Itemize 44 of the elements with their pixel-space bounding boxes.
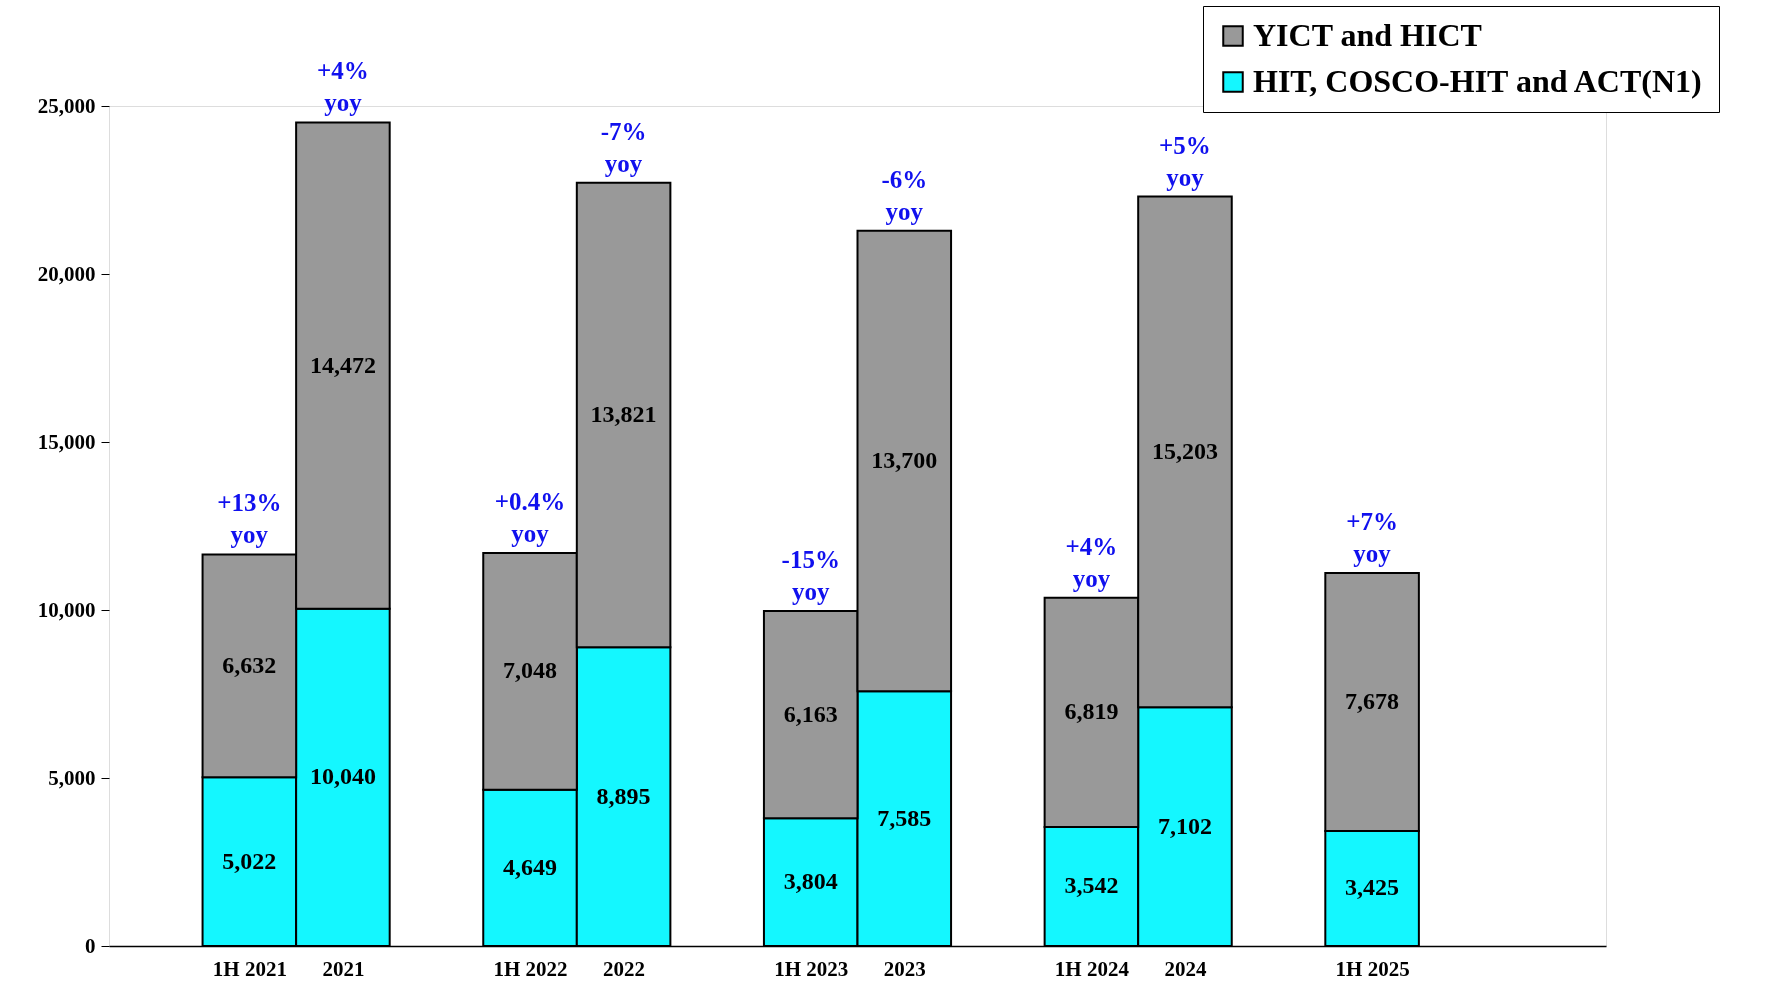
x-tick-label: 1H 2023 — [774, 956, 849, 981]
x-tick-label: 1H 2022 — [493, 956, 568, 981]
y-tick-label: 10,000 — [37, 597, 96, 622]
data-label: 7,585 — [877, 804, 932, 831]
x-tick-label: 2022 — [603, 956, 646, 981]
data-label: 7,678 — [1345, 687, 1400, 714]
y-tick-label: 25,000 — [37, 93, 96, 118]
annotation: +5% yoy — [1159, 131, 1211, 191]
annotation: +4% yoy — [1065, 532, 1118, 592]
x-tick-label: 1H 2025 — [1335, 956, 1410, 981]
y-tick-label: 20,000 — [37, 261, 96, 286]
data-label: 13,700 — [871, 446, 938, 473]
data-label: 14,472 — [309, 351, 376, 378]
x-tick-label: 2024 — [1164, 956, 1207, 981]
annotation: +7% yoy — [1346, 507, 1398, 567]
data-label: 15,203 — [1151, 437, 1218, 464]
annotation: +0.4% yoy — [494, 487, 566, 547]
annotation: -6% yoy — [881, 165, 928, 225]
data-label: 7,048 — [503, 657, 558, 684]
y-tick-label: 15,000 — [37, 429, 96, 454]
data-label: 3,542 — [1064, 872, 1119, 899]
y-tick-label: 5,000 — [48, 765, 96, 790]
data-label: 3,425 — [1345, 874, 1400, 901]
x-tick-label: 1H 2021 — [212, 956, 287, 981]
annotation: -7% yoy — [600, 117, 647, 177]
annotation: -15% yoy — [781, 546, 840, 606]
data-label: 7,102 — [1157, 812, 1212, 839]
data-label: 6,163 — [783, 700, 838, 727]
data-label: 6,819 — [1064, 698, 1119, 725]
y-tick-label: 0 — [85, 933, 96, 958]
data-label: 13,821 — [590, 400, 657, 427]
legend-label: YICT and HICT — [1253, 17, 1482, 53]
x-tick-label: 2021 — [322, 956, 365, 981]
data-label: 10,040 — [309, 763, 376, 790]
data-label: 5,022 — [222, 847, 277, 874]
annotation: +13% yoy — [217, 489, 282, 549]
data-label: 3,804 — [783, 868, 838, 895]
annotation: +4% yoy — [317, 57, 369, 117]
x-tick-label: 2023 — [883, 956, 926, 981]
data-label: 6,632 — [222, 651, 277, 678]
data-label: 8,895 — [596, 782, 651, 809]
legend-label: HIT, COSCO-HIT and ACT(N1) — [1253, 63, 1702, 99]
x-tick-label: 1H 2024 — [1054, 956, 1130, 981]
data-label: 4,649 — [503, 853, 558, 880]
